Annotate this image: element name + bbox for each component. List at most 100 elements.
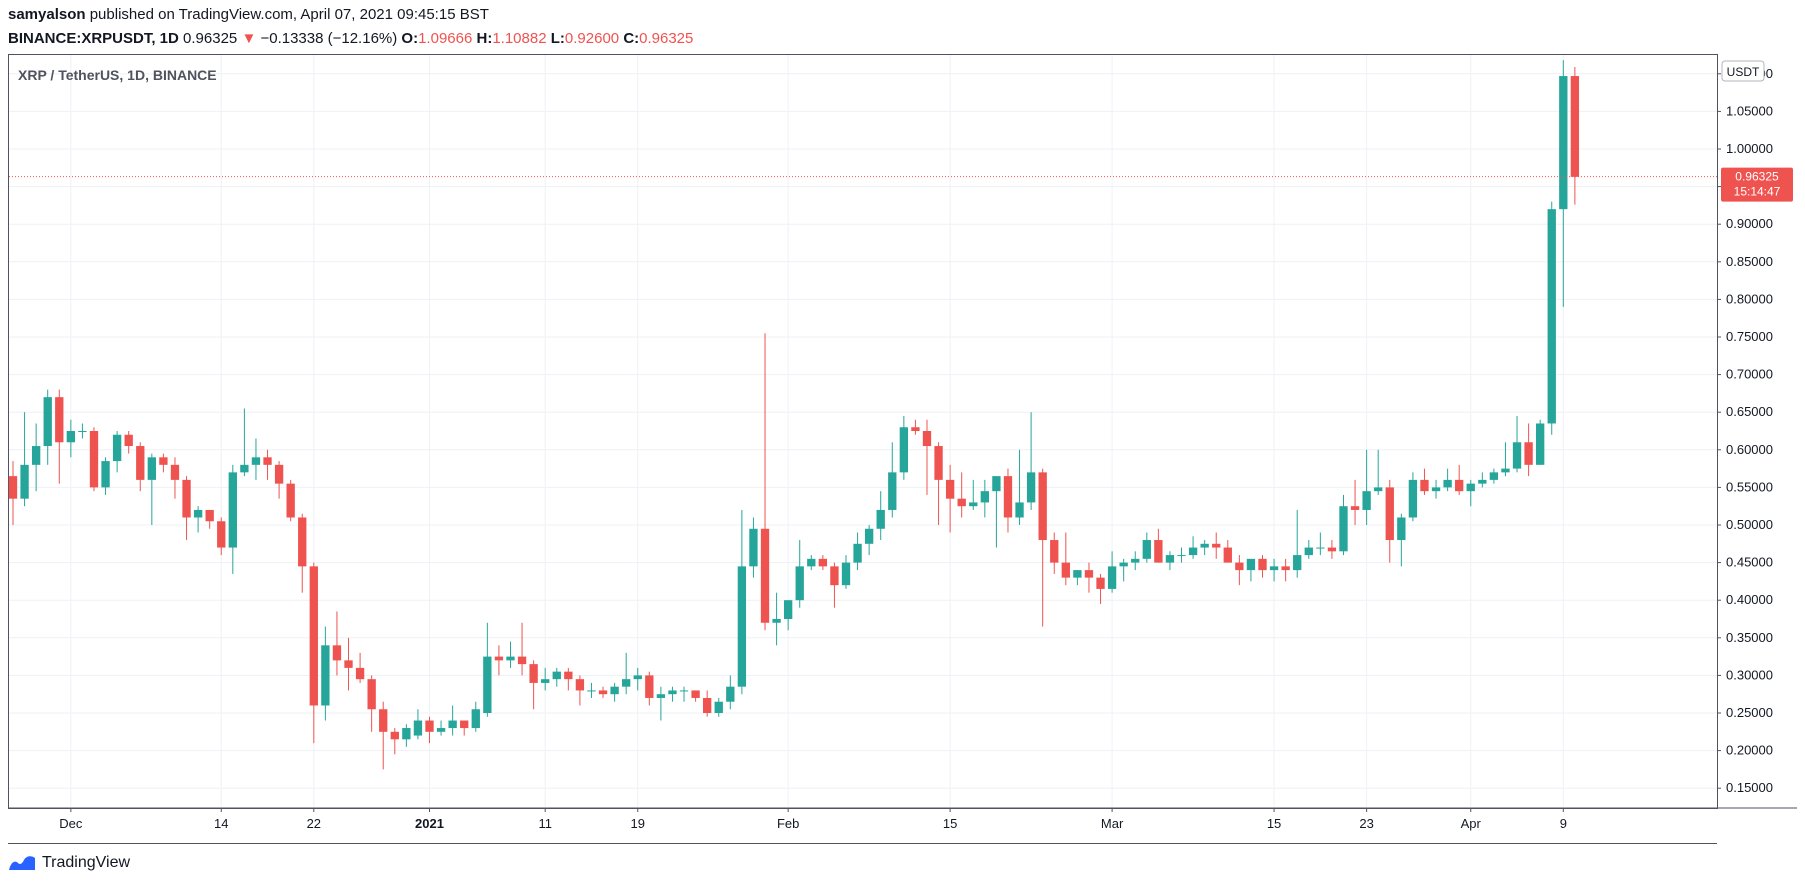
candle-body — [1293, 555, 1302, 571]
candle-body — [888, 472, 897, 510]
candle-body — [402, 728, 411, 740]
candle — [714, 697, 723, 717]
candle-body — [1512, 442, 1522, 469]
candle-body — [969, 502, 978, 507]
time-axis[interactable]: Dec 14 22 2021 11 19 Feb 15 Mar 15 23 Apr 9 — [59, 808, 1567, 831]
candle-body — [1362, 491, 1371, 510]
candle-body — [217, 521, 226, 548]
candle-body — [957, 498, 966, 507]
publish-info: samyalson published on TradingView.com, … — [8, 6, 489, 23]
candle — [934, 442, 943, 525]
candle — [876, 491, 885, 541]
candle — [1084, 562, 1094, 593]
candle — [841, 555, 851, 589]
candle — [89, 427, 99, 492]
candle — [8, 461, 18, 525]
candle-body — [876, 509, 885, 529]
candle-body — [992, 476, 1001, 492]
price-change: −0.13338 (−12.16%) — [260, 30, 398, 47]
candle-body — [783, 600, 793, 619]
candle-body — [587, 690, 596, 692]
candle — [957, 472, 966, 518]
candle — [911, 419, 920, 435]
candle-body — [1188, 547, 1198, 556]
candle-body — [1570, 76, 1580, 177]
candle — [980, 479, 989, 518]
candle — [205, 509, 214, 529]
candle — [795, 540, 804, 608]
candle-body — [483, 656, 492, 713]
brand-name: TradingView — [42, 854, 131, 871]
candle-body — [263, 457, 272, 465]
candle-body — [1443, 479, 1452, 488]
x-tick-label: Feb — [777, 816, 799, 831]
candle — [656, 686, 666, 721]
candle — [1327, 540, 1337, 559]
candle-body — [899, 427, 909, 473]
candle-body — [1073, 570, 1082, 578]
candle-body — [737, 566, 747, 687]
x-tick-label: 14 — [214, 816, 228, 831]
candle-body — [1536, 423, 1545, 465]
symbol-legend: BINANCE:XRPUSDT, 1D 0.96325 ▼ −0.13338 (… — [8, 30, 693, 47]
candle-body — [552, 671, 561, 680]
high-value: 1.10882 — [492, 30, 547, 47]
y-tick-label: 0.65000 — [1726, 404, 1773, 419]
candle — [321, 626, 330, 721]
candle-body — [1119, 562, 1128, 567]
x-tick-label: Dec — [59, 816, 83, 831]
candle — [228, 464, 237, 574]
candle — [1073, 570, 1082, 586]
candle — [494, 645, 504, 676]
candle — [1235, 555, 1244, 586]
candle-body — [413, 720, 423, 736]
candle — [1223, 540, 1232, 563]
candle — [274, 461, 284, 499]
candle — [1385, 479, 1394, 563]
candle-body — [760, 528, 770, 623]
y-tick-label: 0.90000 — [1726, 216, 1773, 231]
candle — [760, 333, 770, 631]
price-axis[interactable]: 0.15000 0.20000 0.25000 0.30000 0.35000 0.400… — [1717, 66, 1773, 795]
candle — [344, 637, 353, 691]
candle — [749, 517, 758, 578]
tradingview-brand[interactable]: TradingView — [8, 854, 130, 872]
candle — [1096, 573, 1105, 604]
candle-body — [853, 543, 862, 563]
candle — [1304, 540, 1313, 559]
y-tick-label: 1.05000 — [1726, 103, 1773, 118]
candle-body — [101, 461, 110, 488]
candle — [1455, 464, 1464, 495]
change-arrow-icon: ▼ — [241, 30, 257, 47]
candle — [390, 728, 399, 755]
currency-badge[interactable]: USDT — [1721, 60, 1765, 82]
candle-body — [494, 656, 504, 661]
candle — [737, 509, 747, 695]
candle — [922, 419, 932, 495]
candle — [217, 517, 226, 556]
x-tick-label: 15 — [1267, 816, 1281, 831]
last-price-tag: 0.96325 15:14:47 — [1721, 167, 1793, 202]
symbol-name[interactable]: BINANCE:XRPUSDT, 1D — [8, 30, 179, 47]
candle — [1559, 60, 1568, 307]
candle-body — [529, 664, 538, 683]
candle — [193, 506, 203, 533]
publisher-name[interactable]: samyalson — [8, 6, 86, 23]
candle — [1281, 558, 1290, 582]
y-tick-label: 1.00000 — [1726, 141, 1773, 156]
x-tick-label: Apr — [1461, 816, 1482, 831]
candle — [147, 453, 156, 525]
y-tick-label: 0.20000 — [1726, 743, 1773, 758]
candlestick-chart[interactable]: 0.15000 0.20000 0.25000 0.30000 0.35000 0.400… — [8, 54, 1797, 844]
candle — [43, 389, 52, 465]
candle-body — [170, 464, 180, 480]
candle-body — [807, 558, 816, 567]
y-tick-label: 0.30000 — [1726, 667, 1773, 682]
candle — [598, 686, 608, 698]
candle — [1374, 449, 1383, 495]
open-value: 1.09666 — [418, 30, 473, 47]
candle-body — [8, 476, 18, 499]
candle-body — [668, 690, 677, 695]
candle-body — [321, 645, 330, 706]
candle-body — [1084, 570, 1094, 578]
